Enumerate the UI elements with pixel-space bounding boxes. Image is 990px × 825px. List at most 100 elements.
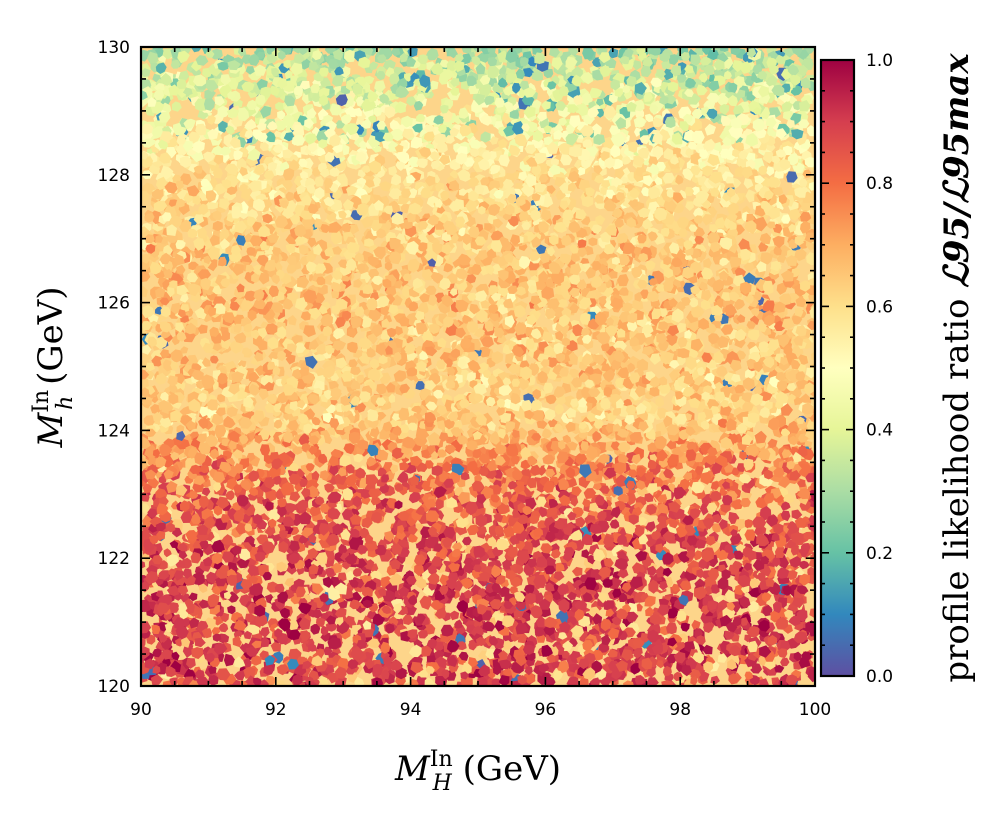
data-point bbox=[311, 470, 320, 481]
data-point bbox=[486, 420, 496, 431]
data-point bbox=[320, 77, 331, 89]
data-point bbox=[616, 232, 629, 244]
data-point bbox=[315, 292, 325, 304]
data-point bbox=[408, 156, 419, 168]
data-point bbox=[384, 106, 397, 119]
data-point bbox=[427, 431, 442, 446]
data-point bbox=[224, 163, 239, 176]
data-point bbox=[491, 351, 504, 365]
data-point bbox=[582, 498, 591, 508]
data-point bbox=[775, 546, 786, 558]
data-point bbox=[693, 550, 703, 561]
data-point bbox=[671, 583, 680, 592]
data-point bbox=[732, 550, 744, 560]
data-point bbox=[575, 453, 588, 466]
data-point bbox=[141, 646, 150, 659]
data-point bbox=[181, 330, 196, 343]
data-point bbox=[204, 88, 216, 99]
data-point bbox=[675, 610, 687, 622]
data-point bbox=[237, 360, 247, 369]
data-point bbox=[748, 601, 759, 613]
data-point bbox=[414, 562, 424, 576]
data-point bbox=[425, 48, 439, 61]
data-point bbox=[297, 244, 309, 255]
data-point bbox=[530, 538, 541, 548]
data-point bbox=[163, 245, 173, 255]
data-point bbox=[562, 434, 572, 444]
data-point bbox=[213, 505, 223, 516]
data-point bbox=[348, 359, 358, 368]
data-point bbox=[722, 136, 732, 146]
data-point bbox=[557, 299, 568, 308]
data-point bbox=[497, 502, 510, 515]
data-point bbox=[156, 530, 166, 541]
data-point bbox=[413, 100, 424, 111]
data-point bbox=[773, 664, 785, 673]
data-point bbox=[631, 453, 641, 465]
data-point bbox=[330, 103, 343, 116]
data-point bbox=[328, 491, 342, 504]
data-point bbox=[314, 175, 324, 187]
data-point bbox=[314, 218, 324, 228]
data-point bbox=[512, 82, 521, 94]
data-point bbox=[503, 640, 512, 650]
data-point bbox=[773, 246, 782, 256]
data-point bbox=[571, 376, 583, 388]
data-point bbox=[141, 253, 151, 264]
data-point bbox=[268, 466, 281, 479]
data-point bbox=[523, 106, 536, 119]
data-point bbox=[543, 68, 554, 79]
data-point bbox=[628, 469, 639, 478]
data-point bbox=[547, 81, 557, 90]
data-point bbox=[666, 622, 677, 635]
data-point bbox=[388, 165, 398, 177]
data-point bbox=[489, 599, 502, 610]
data-point bbox=[700, 298, 711, 310]
data-point bbox=[240, 188, 252, 202]
data-point bbox=[285, 191, 296, 202]
data-point bbox=[759, 678, 769, 686]
data-point bbox=[190, 68, 202, 78]
data-point bbox=[521, 399, 533, 412]
data-point bbox=[178, 70, 190, 82]
data-point bbox=[605, 324, 619, 336]
data-point bbox=[532, 129, 544, 142]
data-point bbox=[598, 296, 608, 305]
data-point bbox=[726, 212, 738, 222]
data-point bbox=[211, 552, 223, 565]
data-point bbox=[167, 602, 180, 614]
data-point bbox=[746, 626, 760, 638]
data-point bbox=[376, 412, 387, 421]
data-point bbox=[310, 623, 321, 635]
data-point bbox=[263, 170, 275, 180]
data-point bbox=[397, 471, 409, 484]
data-point bbox=[793, 248, 807, 262]
data-point bbox=[368, 115, 377, 124]
data-point bbox=[547, 185, 556, 195]
data-point bbox=[797, 445, 808, 458]
data-point bbox=[558, 143, 572, 156]
data-point bbox=[393, 370, 407, 382]
data-point bbox=[734, 267, 746, 279]
data-point bbox=[311, 416, 321, 426]
data-point bbox=[717, 653, 728, 663]
data-point bbox=[218, 622, 229, 633]
data-point bbox=[449, 610, 460, 621]
data-point bbox=[683, 678, 694, 686]
data-point bbox=[216, 393, 225, 403]
data-point bbox=[433, 389, 444, 399]
data-point bbox=[704, 123, 716, 136]
data-point bbox=[258, 679, 269, 686]
data-point bbox=[141, 270, 151, 283]
data-point bbox=[524, 584, 535, 595]
data-point bbox=[553, 670, 563, 681]
data-point bbox=[270, 641, 281, 652]
data-point bbox=[567, 441, 578, 451]
data-point bbox=[736, 89, 746, 99]
data-point bbox=[485, 264, 495, 275]
data-point bbox=[735, 543, 746, 553]
data-point bbox=[353, 453, 364, 463]
data-point bbox=[809, 481, 815, 492]
data-point bbox=[786, 393, 796, 405]
